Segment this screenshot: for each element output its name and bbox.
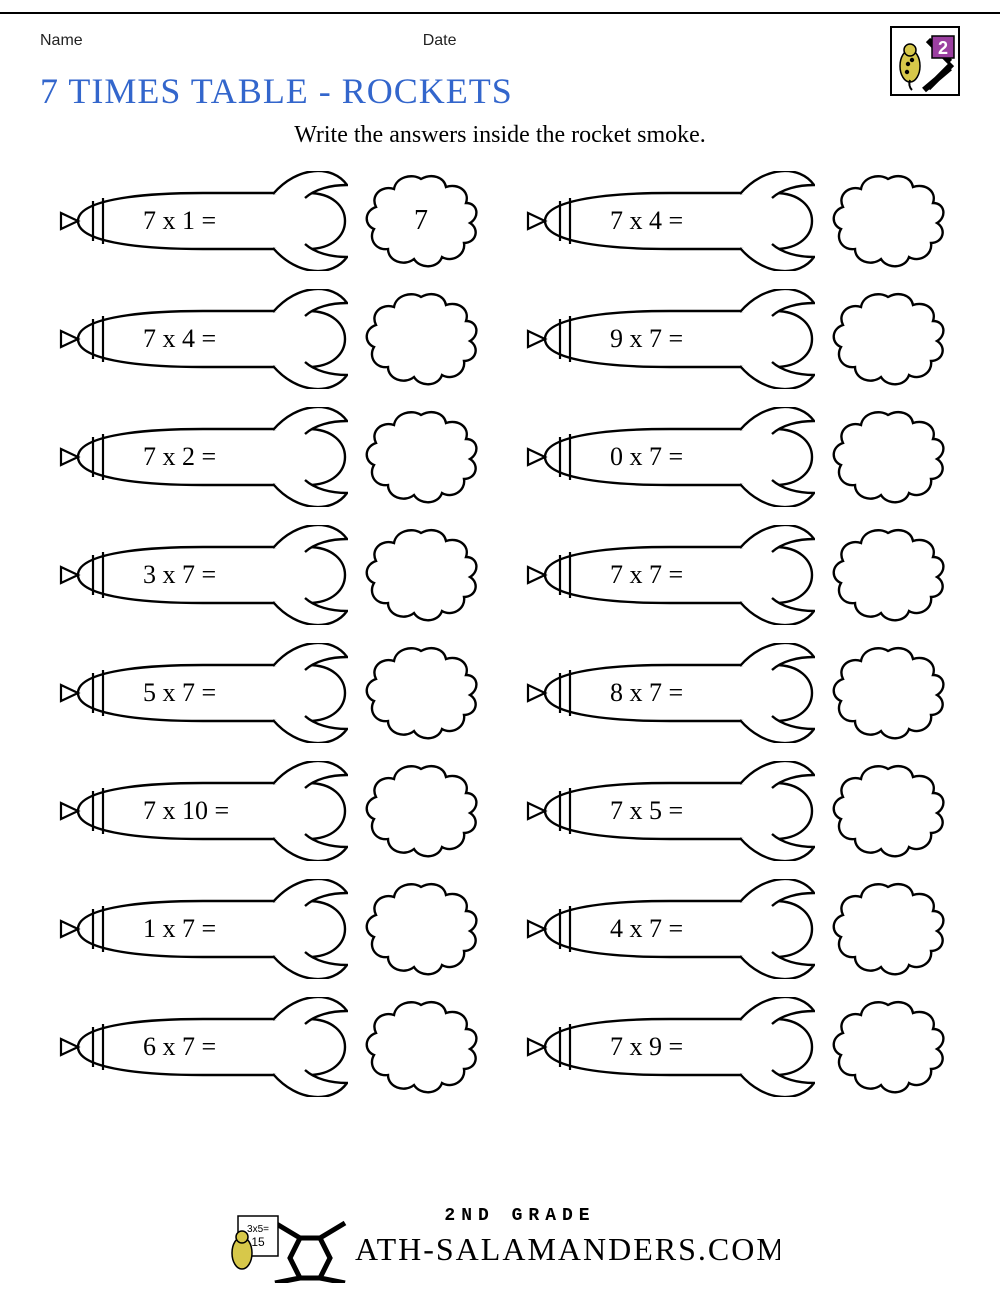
smoke-cloud[interactable] xyxy=(362,761,480,861)
smoke-cloud[interactable]: 7 xyxy=(362,171,480,271)
equation-text: 7 x 2 = xyxy=(143,442,216,472)
rocket-icon: 0 x 7 = xyxy=(520,407,815,507)
answer-text[interactable] xyxy=(829,171,947,271)
svg-text:15: 15 xyxy=(251,1235,265,1249)
footer-site-text: ATH-SALAMANDERS.COM xyxy=(355,1231,780,1267)
smoke-cloud[interactable] xyxy=(829,289,947,389)
equation-text: 3 x 7 = xyxy=(143,560,216,590)
rocket-column-left: 7 x 1 = 7 7 x 4 = 7 x 2 = 3 x 7 = 5 x 7 = 7 x … xyxy=(53,171,480,1097)
footer: 2ND GRADE ATH-SALAMANDERS.COM 3x5= 15 xyxy=(0,1198,1000,1288)
header-row: Name Date 2 xyxy=(40,32,960,50)
equation-text: 7 x 1 = xyxy=(143,206,216,236)
smoke-cloud[interactable] xyxy=(362,643,480,743)
answer-text[interactable] xyxy=(362,407,480,507)
rocket-row: 5 x 7 = xyxy=(53,643,480,743)
date-label[interactable]: Date xyxy=(423,32,457,50)
smoke-cloud[interactable] xyxy=(829,525,947,625)
answer-text[interactable] xyxy=(362,525,480,625)
rocket-row: 0 x 7 = xyxy=(520,407,947,507)
rocket-icon: 7 x 10 = xyxy=(53,761,348,861)
rocket-icon: 7 x 5 = xyxy=(520,761,815,861)
answer-text[interactable] xyxy=(829,997,947,1097)
grade-badge: 2 xyxy=(890,26,960,96)
answer-text[interactable] xyxy=(829,407,947,507)
rocket-icon: 7 x 1 = xyxy=(53,171,348,271)
rocket-row: 7 x 1 = 7 xyxy=(53,171,480,271)
equation-text: 0 x 7 = xyxy=(610,442,683,472)
answer-text[interactable] xyxy=(829,525,947,625)
rocket-row: 6 x 7 = xyxy=(53,997,480,1097)
rocket-row: 7 x 10 = xyxy=(53,761,480,861)
equation-text: 6 x 7 = xyxy=(143,1032,216,1062)
rocket-icon: 7 x 4 = xyxy=(53,289,348,389)
rocket-grid: 7 x 1 = 7 7 x 4 = 7 x 2 = 3 x 7 = 5 x 7 = 7 x … xyxy=(40,171,960,1097)
rocket-icon: 5 x 7 = xyxy=(53,643,348,743)
footer-grade-text: 2ND GRADE xyxy=(444,1206,595,1226)
answer-text[interactable] xyxy=(829,289,947,389)
rocket-icon: 7 x 4 = xyxy=(520,171,815,271)
smoke-cloud[interactable] xyxy=(362,407,480,507)
smoke-cloud[interactable] xyxy=(829,407,947,507)
smoke-cloud[interactable] xyxy=(362,879,480,979)
answer-text[interactable]: 7 xyxy=(362,171,480,271)
equation-text: 7 x 5 = xyxy=(610,796,683,826)
name-label[interactable]: Name xyxy=(40,32,83,50)
answer-text[interactable] xyxy=(829,643,947,743)
rocket-icon: 9 x 7 = xyxy=(520,289,815,389)
answer-text[interactable] xyxy=(362,997,480,1097)
rocket-icon: 7 x 9 = xyxy=(520,997,815,1097)
rocket-row: 7 x 7 = xyxy=(520,525,947,625)
smoke-cloud[interactable] xyxy=(829,761,947,861)
equation-text: 9 x 7 = xyxy=(610,324,683,354)
rocket-icon: 3 x 7 = xyxy=(53,525,348,625)
smoke-cloud[interactable] xyxy=(829,879,947,979)
equation-text: 7 x 7 = xyxy=(610,560,683,590)
rocket-row: 9 x 7 = xyxy=(520,289,947,389)
smoke-cloud[interactable] xyxy=(829,171,947,271)
rocket-row: 4 x 7 = xyxy=(520,879,947,979)
rocket-icon: 7 x 7 = xyxy=(520,525,815,625)
answer-text[interactable] xyxy=(829,879,947,979)
answer-text[interactable] xyxy=(362,289,480,389)
equation-text: 8 x 7 = xyxy=(610,678,683,708)
smoke-cloud[interactable] xyxy=(362,997,480,1097)
rocket-icon: 6 x 7 = xyxy=(53,997,348,1097)
equation-text: 7 x 9 = xyxy=(610,1032,683,1062)
smoke-cloud[interactable] xyxy=(362,289,480,389)
rocket-column-right: 7 x 4 = 9 x 7 = 0 x 7 = 7 x 7 = 8 x 7 = 7 x 5… xyxy=(520,171,947,1097)
grade-number: 2 xyxy=(938,38,948,58)
rocket-row: 1 x 7 = xyxy=(53,879,480,979)
rocket-row: 7 x 4 = xyxy=(520,171,947,271)
instructions-text: Write the answers inside the rocket smok… xyxy=(40,122,960,149)
worksheet-page: Name Date 2 7 TIMES TABLE - ROCKETS Writ… xyxy=(0,14,1000,1097)
svg-text:3x5=: 3x5= xyxy=(247,1224,269,1235)
answer-text[interactable] xyxy=(829,761,947,861)
equation-text: 1 x 7 = xyxy=(143,914,216,944)
rocket-icon: 1 x 7 = xyxy=(53,879,348,979)
smoke-cloud[interactable] xyxy=(829,997,947,1097)
equation-text: 4 x 7 = xyxy=(610,914,683,944)
smoke-cloud[interactable] xyxy=(362,525,480,625)
rocket-row: 7 x 4 = xyxy=(53,289,480,389)
rocket-row: 7 x 9 = xyxy=(520,997,947,1097)
equation-text: 7 x 10 = xyxy=(143,796,229,826)
smoke-cloud[interactable] xyxy=(829,643,947,743)
page-title: 7 TIMES TABLE - ROCKETS xyxy=(40,70,960,112)
answer-text[interactable] xyxy=(362,879,480,979)
rocket-row: 3 x 7 = xyxy=(53,525,480,625)
equation-text: 7 x 4 = xyxy=(143,324,216,354)
answer-text[interactable] xyxy=(362,643,480,743)
rocket-row: 7 x 5 = xyxy=(520,761,947,861)
equation-text: 7 x 4 = xyxy=(610,206,683,236)
rocket-row: 7 x 2 = xyxy=(53,407,480,507)
answer-text[interactable] xyxy=(362,761,480,861)
rocket-icon: 8 x 7 = xyxy=(520,643,815,743)
equation-text: 5 x 7 = xyxy=(143,678,216,708)
rocket-icon: 4 x 7 = xyxy=(520,879,815,979)
rocket-row: 8 x 7 = xyxy=(520,643,947,743)
rocket-icon: 7 x 2 = xyxy=(53,407,348,507)
